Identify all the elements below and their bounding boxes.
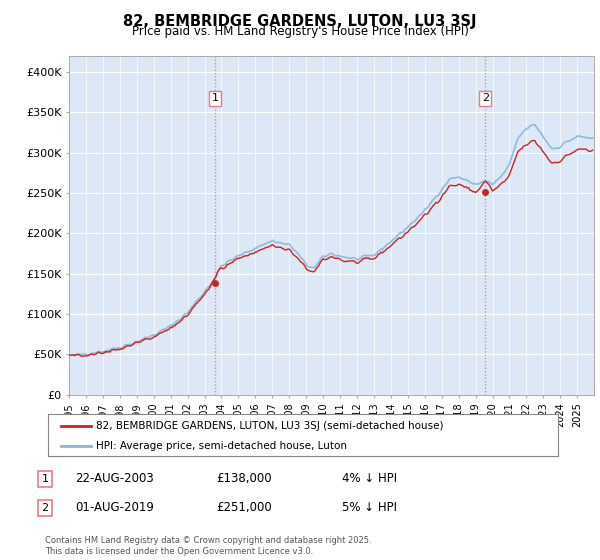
Text: 1: 1 bbox=[41, 474, 49, 484]
Text: 1: 1 bbox=[212, 94, 218, 104]
Text: 2: 2 bbox=[482, 94, 489, 104]
Text: 01-AUG-2019: 01-AUG-2019 bbox=[75, 501, 154, 515]
Text: 22-AUG-2003: 22-AUG-2003 bbox=[75, 472, 154, 486]
Text: 4% ↓ HPI: 4% ↓ HPI bbox=[342, 472, 397, 486]
Text: 82, BEMBRIDGE GARDENS, LUTON, LU3 3SJ: 82, BEMBRIDGE GARDENS, LUTON, LU3 3SJ bbox=[123, 14, 477, 29]
Text: 5% ↓ HPI: 5% ↓ HPI bbox=[342, 501, 397, 515]
Text: Price paid vs. HM Land Registry's House Price Index (HPI): Price paid vs. HM Land Registry's House … bbox=[131, 25, 469, 38]
Text: £138,000: £138,000 bbox=[216, 472, 272, 486]
Text: 2: 2 bbox=[41, 503, 49, 513]
Text: Contains HM Land Registry data © Crown copyright and database right 2025.
This d: Contains HM Land Registry data © Crown c… bbox=[45, 536, 371, 556]
Text: £251,000: £251,000 bbox=[216, 501, 272, 515]
Text: 82, BEMBRIDGE GARDENS, LUTON, LU3 3SJ (semi-detached house): 82, BEMBRIDGE GARDENS, LUTON, LU3 3SJ (s… bbox=[97, 421, 444, 431]
Text: HPI: Average price, semi-detached house, Luton: HPI: Average price, semi-detached house,… bbox=[97, 441, 347, 451]
